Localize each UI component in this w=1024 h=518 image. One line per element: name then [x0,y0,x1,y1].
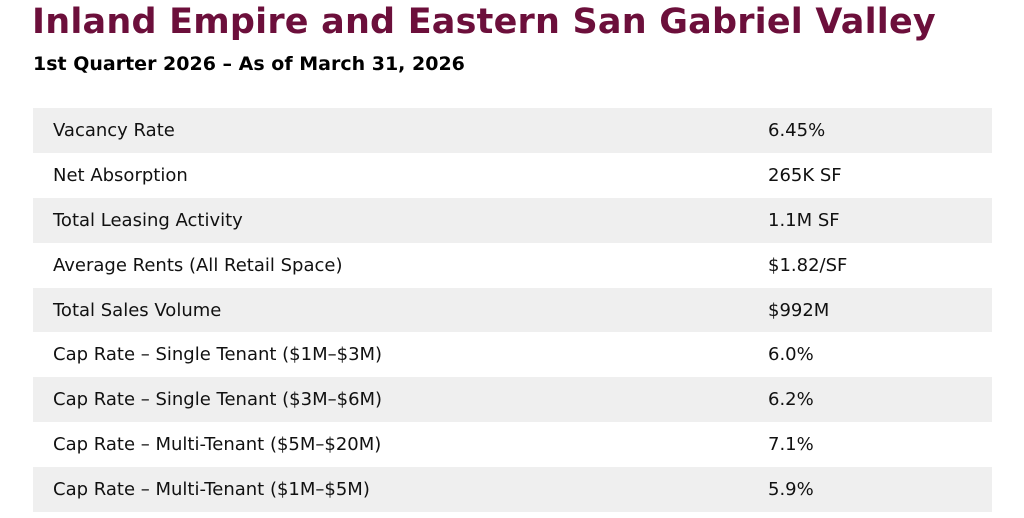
row-value: 7.1% [768,434,814,456]
table-row: Cap Rate – Single Tenant ($1M–$3M) 6.0% [33,332,992,378]
table-row: Vacancy Rate 6.45% [33,108,992,153]
row-label: Vacancy Rate [53,119,175,141]
row-value: $1.82/SF [768,254,848,276]
table-row: Cap Rate – Single Tenant ($3M–$6M) 6.2% [33,377,992,423]
row-label: Net Absorption [53,164,188,186]
row-label: Cap Rate – Single Tenant ($3M–$6M) [53,389,383,411]
row-value: 5.9% [768,479,814,501]
stats-table: Vacancy Rate 6.45% Net Absorption 265K SF To… [33,108,992,513]
table-row: Average Rents (All Retail Space) $1.82/SF [33,242,992,288]
table-row: Net Absorption 265K SF [33,152,992,198]
page-subtitle: 1st Quarter 2026 – As of March 31, 2026 [33,53,465,75]
row-label: Total Leasing Activity [53,209,243,231]
table-row: Cap Rate – Multi-Tenant ($1M–$5M) 5.9% [33,467,992,513]
row-value: 6.2% [768,389,814,411]
table-row: Total Sales Volume $992M [33,287,992,333]
row-label: Cap Rate – Multi-Tenant ($5M–$20M) [53,434,382,456]
row-value: 6.0% [768,344,814,366]
table-row: Total Leasing Activity 1.1M SF [33,197,992,243]
row-value: 6.45% [768,119,826,141]
row-label: Cap Rate – Single Tenant ($1M–$3M) [53,344,383,366]
table-row: Cap Rate – Multi-Tenant ($5M–$20M) 7.1% [33,422,992,468]
row-label: Cap Rate – Multi-Tenant ($1M–$5M) [53,479,370,501]
row-label: Total Sales Volume [53,299,222,321]
row-value: $992M [768,299,830,321]
row-label: Average Rents (All Retail Space) [53,254,343,276]
row-value: 265K SF [768,164,842,186]
row-value: 1.1M SF [768,209,840,231]
page-title: Inland Empire and Eastern San Gabriel Va… [32,2,936,42]
